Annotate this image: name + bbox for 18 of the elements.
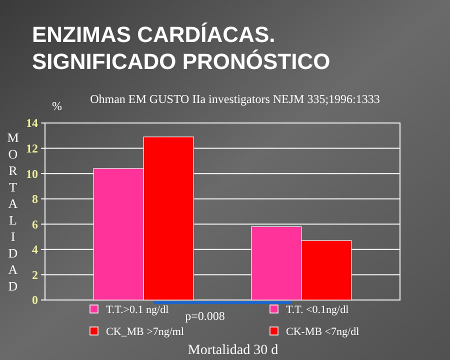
text: MORTALIDAD [7,130,19,294]
x-axis-title: Mortalidad 30 d [188,343,278,358]
y-tick-label: 12 [26,141,38,156]
y-tick-label: 8 [32,192,38,206]
y-tick-label: 0 [32,293,38,308]
text: % [52,99,62,113]
legend-label: CK_MB >7ng/ml [106,326,184,338]
y-tick-label: 2 [32,268,38,282]
chart-subtitle: Ohman EM GUSTO IIa investigators NEJM 335;1996:1333 [90,92,380,106]
y-tick-label: 14 [26,116,38,130]
legend-label: T.T. <0.1ng/dl [286,304,349,316]
legend-label: T.T.>0.1 ng/dl [106,304,169,316]
y-tick-label: 6 [32,217,38,232]
y-tick-label: 4 [32,242,38,257]
chart-title: ENZIMAS CARDÍACAS. SIGNIFICADO PRONÓSTICO [32,22,330,74]
legend-label: CK-MB <7ng/dl [286,326,360,338]
y-tick-label: 10 [26,166,38,181]
text: p=0.008 [185,309,225,323]
